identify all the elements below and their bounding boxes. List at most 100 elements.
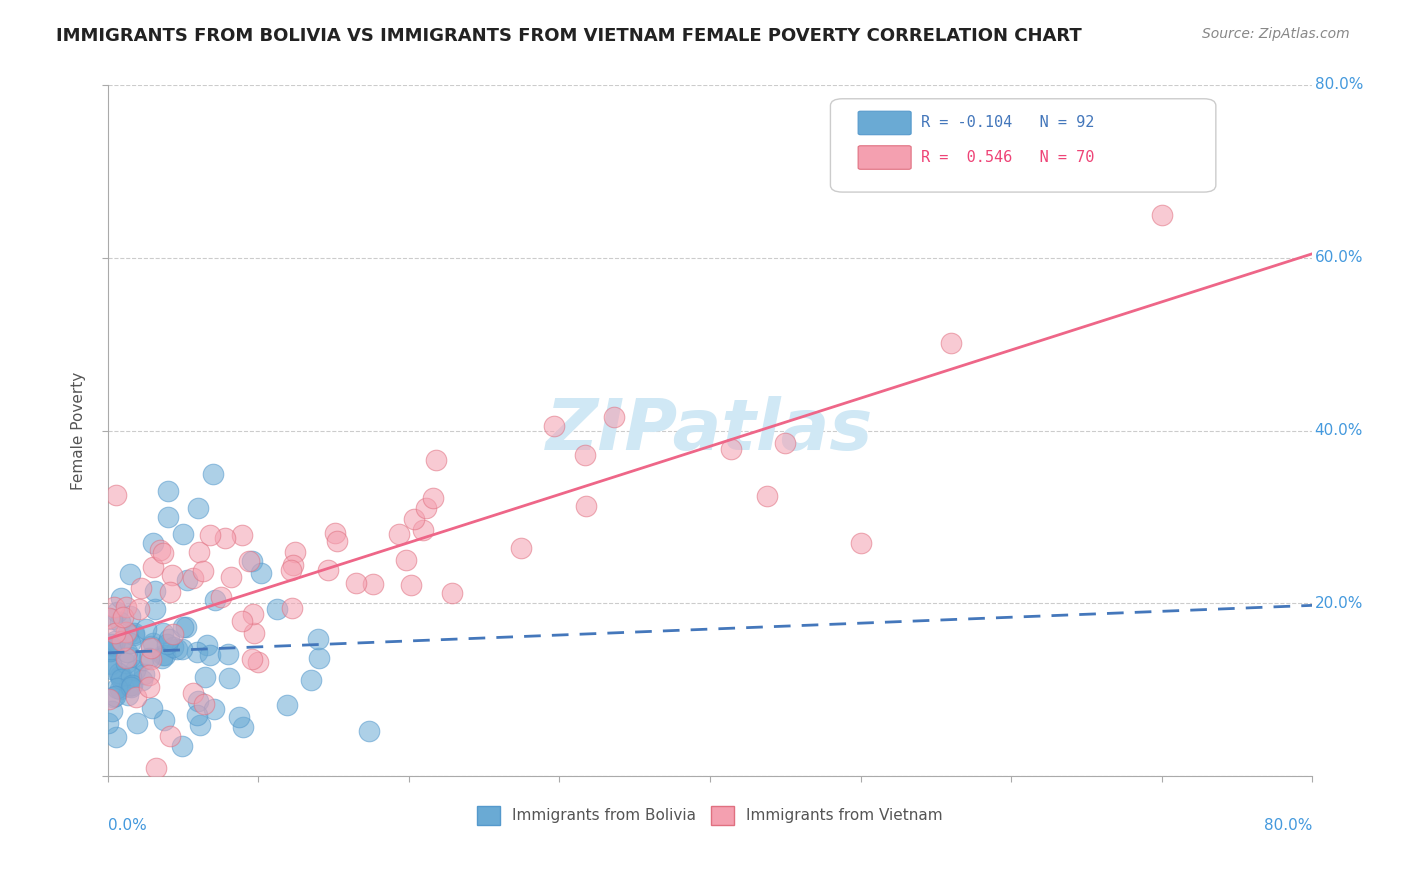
Point <box>153 648 176 662</box>
Point <box>128 601 150 615</box>
Point <box>395 553 418 567</box>
Point <box>117 626 139 640</box>
Point <box>156 484 179 499</box>
Point <box>129 581 152 595</box>
Point <box>111 670 134 684</box>
Point <box>160 568 183 582</box>
Point <box>217 647 239 661</box>
Point <box>124 628 146 642</box>
Point <box>135 622 157 636</box>
Point <box>152 626 174 640</box>
Point <box>307 632 329 647</box>
Point <box>159 585 181 599</box>
Point <box>357 724 380 739</box>
Point <box>105 681 128 695</box>
Point <box>104 690 127 704</box>
Point <box>114 650 136 665</box>
Point <box>121 678 143 692</box>
Text: R =  0.546   N = 70: R = 0.546 N = 70 <box>921 150 1094 165</box>
Point <box>422 491 444 505</box>
Point <box>170 642 193 657</box>
Point <box>187 694 209 708</box>
Point <box>142 559 165 574</box>
Text: 80.0%: 80.0% <box>1264 818 1312 832</box>
Point <box>720 442 742 456</box>
Point <box>118 566 141 581</box>
Point <box>323 525 346 540</box>
Point <box>202 467 225 481</box>
Point <box>104 625 127 640</box>
Point <box>187 501 209 516</box>
Point <box>115 624 138 639</box>
Point <box>276 698 298 712</box>
Point <box>125 690 148 705</box>
Point <box>104 634 127 648</box>
Point <box>299 673 322 687</box>
Point <box>232 720 254 734</box>
Point <box>152 648 174 662</box>
Text: Source: ZipAtlas.com: Source: ZipAtlas.com <box>1202 27 1350 41</box>
Point <box>209 590 232 604</box>
Point <box>124 626 146 640</box>
Point <box>117 688 139 702</box>
Point <box>108 669 131 683</box>
Point <box>200 528 222 542</box>
Point <box>139 641 162 656</box>
Text: 20.0%: 20.0% <box>1315 596 1362 611</box>
Point <box>110 635 132 649</box>
Point <box>176 574 198 588</box>
Point <box>153 713 176 727</box>
Point <box>187 545 209 559</box>
Point <box>117 679 139 693</box>
Point <box>344 576 367 591</box>
Point <box>156 510 179 524</box>
Point <box>127 716 149 731</box>
Point <box>326 534 349 549</box>
Point <box>131 673 153 687</box>
Point <box>543 418 565 433</box>
Point <box>152 546 174 560</box>
Point <box>308 651 330 665</box>
Point <box>441 586 464 600</box>
Point <box>242 607 264 621</box>
Point <box>425 453 447 467</box>
Point <box>149 543 172 558</box>
Text: 40.0%: 40.0% <box>1315 423 1362 438</box>
Point <box>166 641 188 656</box>
Point <box>399 577 422 591</box>
Point <box>115 645 138 659</box>
Point <box>138 681 160 695</box>
Point <box>120 650 142 665</box>
Point <box>101 704 124 718</box>
Point <box>849 536 872 550</box>
Point <box>115 600 138 615</box>
Point <box>150 651 173 665</box>
Point <box>157 632 180 646</box>
Point <box>97 715 120 730</box>
Point <box>284 545 307 559</box>
Text: IMMIGRANTS FROM BOLIVIA VS IMMIGRANTS FROM VIETNAM FEMALE POVERTY CORRELATION CH: IMMIGRANTS FROM BOLIVIA VS IMMIGRANTS FR… <box>56 27 1083 45</box>
Text: R = -0.104   N = 92: R = -0.104 N = 92 <box>921 115 1094 130</box>
Point <box>193 698 215 712</box>
Point <box>218 671 240 685</box>
Point <box>574 449 596 463</box>
Point <box>108 682 131 697</box>
Point <box>105 606 128 620</box>
FancyBboxPatch shape <box>858 145 911 169</box>
Point <box>105 488 128 502</box>
Point <box>145 760 167 774</box>
Y-axis label: Female Poverty: Female Poverty <box>72 371 86 490</box>
Point <box>162 640 184 654</box>
Point <box>101 612 124 626</box>
Point <box>141 701 163 715</box>
Point <box>183 571 205 585</box>
Point <box>214 532 236 546</box>
Point <box>100 637 122 651</box>
Point <box>110 591 132 606</box>
Point <box>318 563 340 577</box>
Point <box>250 566 273 581</box>
Point <box>100 642 122 657</box>
Point <box>110 672 132 686</box>
Point <box>142 536 165 550</box>
Point <box>172 619 194 633</box>
